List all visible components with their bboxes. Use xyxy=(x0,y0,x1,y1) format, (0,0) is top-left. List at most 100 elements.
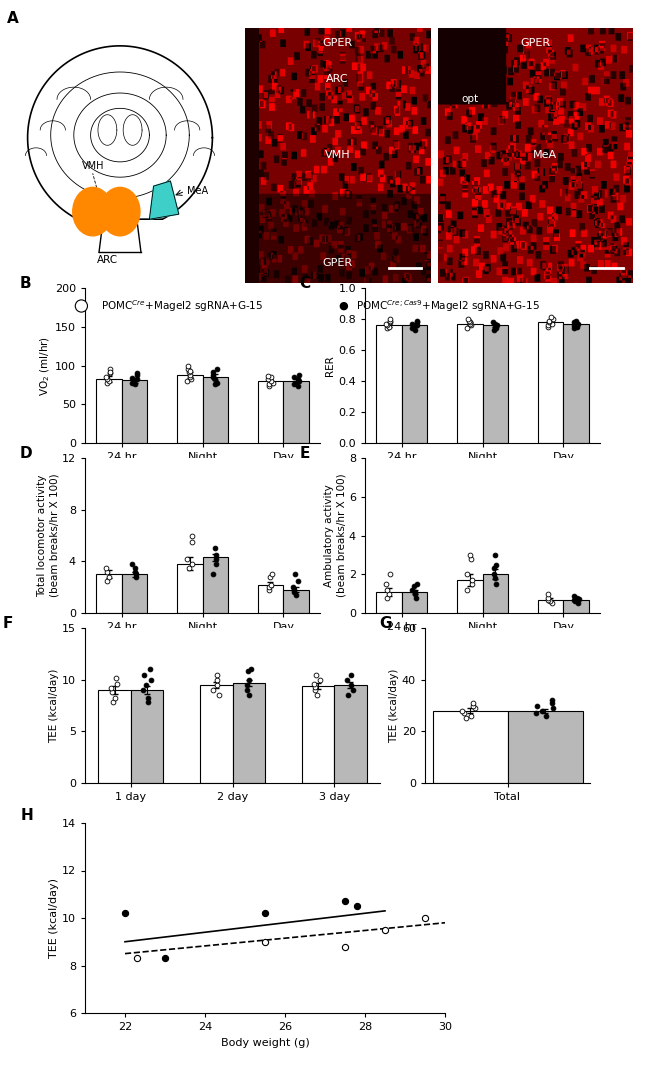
Point xyxy=(410,585,421,602)
Point xyxy=(127,370,137,387)
Point xyxy=(541,707,552,724)
Point xyxy=(263,367,274,384)
Point xyxy=(310,681,320,698)
Point xyxy=(103,568,114,585)
Point xyxy=(160,949,170,967)
Point xyxy=(210,539,220,556)
Point xyxy=(570,593,580,610)
Point xyxy=(292,377,303,394)
Point xyxy=(289,368,299,386)
Point xyxy=(342,671,352,688)
Bar xyxy=(177,375,203,443)
Text: ●: ● xyxy=(338,301,348,311)
Text: F: F xyxy=(3,615,13,630)
Bar xyxy=(302,686,334,783)
Point xyxy=(465,315,475,332)
Point xyxy=(101,563,112,580)
Point xyxy=(491,556,501,574)
Text: ARC: ARC xyxy=(97,255,118,265)
Point xyxy=(209,376,220,393)
Point xyxy=(410,321,420,339)
Point xyxy=(465,316,476,333)
Point xyxy=(263,371,273,388)
Text: D: D xyxy=(20,445,32,460)
Y-axis label: VO$_2$ (ml/hr): VO$_2$ (ml/hr) xyxy=(38,335,52,395)
Point xyxy=(489,318,500,335)
Point xyxy=(242,663,253,680)
Point xyxy=(187,527,197,544)
Point xyxy=(537,702,547,719)
Point xyxy=(181,550,192,567)
Point xyxy=(132,371,142,388)
Point xyxy=(544,314,554,331)
Text: POMC$^{Cre}$+Magel2 sgRNA+G-15: POMC$^{Cre}$+Magel2 sgRNA+G-15 xyxy=(101,298,263,314)
Point xyxy=(266,373,276,390)
Point xyxy=(260,905,270,922)
Point xyxy=(489,315,500,332)
Point xyxy=(531,705,541,722)
Point xyxy=(210,371,220,388)
Point xyxy=(112,675,122,692)
Point xyxy=(346,666,356,684)
Point xyxy=(384,312,395,329)
Point xyxy=(470,700,480,717)
Bar xyxy=(456,580,482,613)
Text: A: A xyxy=(6,11,18,26)
Point xyxy=(212,666,222,684)
Point xyxy=(267,566,278,583)
Point xyxy=(382,581,392,598)
Bar xyxy=(564,324,590,443)
Point xyxy=(467,576,477,593)
Bar xyxy=(538,323,564,443)
Point xyxy=(142,690,153,707)
Point xyxy=(547,311,558,328)
Bar xyxy=(122,380,148,443)
Text: MeA: MeA xyxy=(533,151,557,160)
Point xyxy=(463,311,473,328)
Point xyxy=(490,569,501,586)
Point xyxy=(211,547,221,564)
Point xyxy=(214,687,224,704)
Bar xyxy=(177,564,203,613)
Point xyxy=(289,581,299,598)
Point xyxy=(213,676,223,693)
Point xyxy=(293,371,304,388)
Point xyxy=(543,592,553,609)
Point xyxy=(212,374,222,391)
Point xyxy=(266,576,276,593)
Point xyxy=(462,581,472,598)
Point xyxy=(406,319,417,336)
Point xyxy=(547,692,557,709)
Point xyxy=(384,318,394,335)
Text: GPER: GPER xyxy=(322,257,352,268)
Point xyxy=(343,687,353,704)
Bar xyxy=(257,584,283,613)
Point xyxy=(102,374,112,391)
Bar xyxy=(203,557,228,613)
Point xyxy=(294,366,305,383)
Point xyxy=(263,376,274,393)
Point xyxy=(340,938,350,955)
Text: VMH: VMH xyxy=(81,161,104,171)
X-axis label: Body weight (g): Body weight (g) xyxy=(220,1038,309,1048)
Point xyxy=(546,309,556,326)
Point xyxy=(489,547,500,564)
Point xyxy=(489,560,499,577)
Point xyxy=(569,314,579,331)
Point xyxy=(569,592,580,609)
Bar xyxy=(98,690,131,783)
Y-axis label: Ambulatory activity
(beam breaks/hr X 100): Ambulatory activity (beam breaks/hr X 10… xyxy=(324,474,346,597)
Point xyxy=(461,710,471,727)
Point xyxy=(130,376,140,393)
Y-axis label: RER: RER xyxy=(326,356,335,376)
Point xyxy=(183,357,194,374)
Point xyxy=(207,566,218,583)
Point xyxy=(543,588,553,606)
Point xyxy=(207,681,218,698)
Point xyxy=(573,591,584,608)
Text: POMC$^{Cre;Cas9}$+Magel2 sgRNA+G-15: POMC$^{Cre;Cas9}$+Magel2 sgRNA+G-15 xyxy=(356,298,540,314)
Point xyxy=(243,687,254,704)
Text: GPER: GPER xyxy=(322,38,352,48)
Point xyxy=(412,576,423,593)
Point xyxy=(408,578,419,595)
